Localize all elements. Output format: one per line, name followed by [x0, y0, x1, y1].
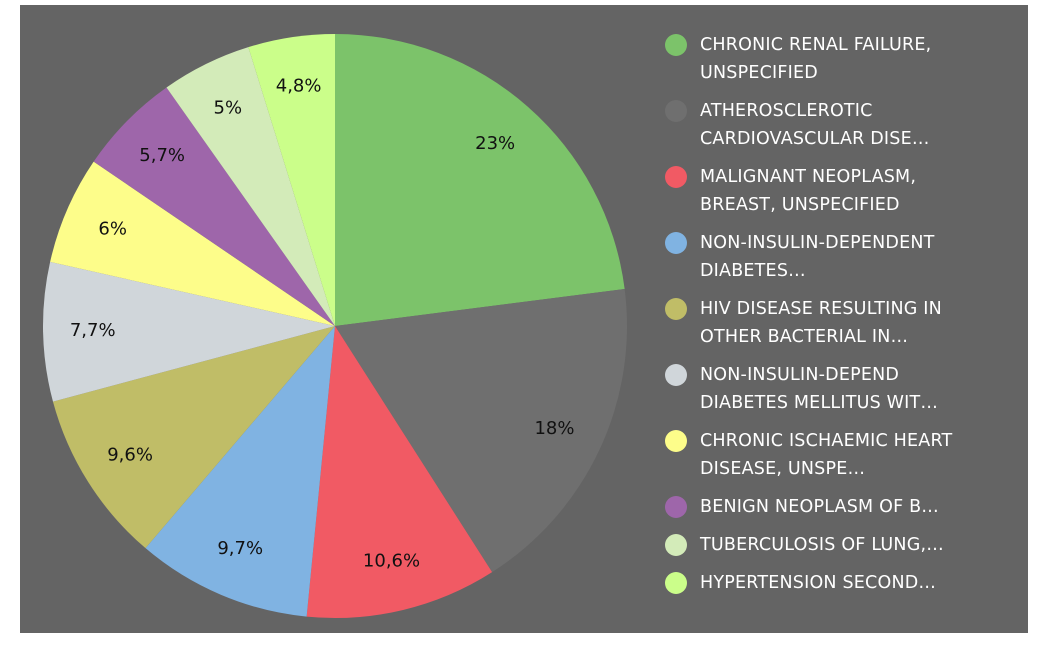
legend-swatch [665, 232, 687, 254]
data-label: 7,7% [70, 320, 116, 341]
data-label: 23% [475, 133, 515, 154]
pie-slice [52, 326, 336, 549]
legend-item: CHRONIC ISCHAEMIC HEART DISEASE, UNSPE… [665, 427, 995, 483]
pie-slice [166, 47, 335, 326]
pie-slice [43, 261, 336, 402]
pie-slice [50, 161, 335, 326]
legend-swatch [665, 364, 687, 386]
legend-swatch [665, 534, 687, 556]
data-label: 9,6% [107, 444, 153, 465]
legend: CHRONIC RENAL FAILURE, UNSPECIFIED ATHERO… [665, 31, 995, 597]
legend-swatch [665, 100, 687, 122]
pie-slice [306, 326, 493, 618]
legend-swatch [665, 298, 687, 320]
data-label: 10,6% [363, 551, 420, 572]
legend-item: MALIGNANT NEOPLASM, BREAST, UNSPECIFIED [665, 163, 995, 219]
legend-item: CHRONIC RENAL FAILURE, UNSPECIFIED [665, 31, 995, 87]
legend-label: HYPERTENSION SECOND… [700, 573, 937, 593]
legend-item: ATHEROSCLEROTIC CARDIOVASCULAR DISE… [665, 97, 995, 153]
legend-label: NON-INSULIN-DEPEND DIABETES MELLITUS WIT… [700, 365, 939, 413]
legend-item: BENIGN NEOPLASM OF B… [665, 493, 995, 521]
legend-label: HIV DISEASE RESULTING IN OTHER BACTERIAL… [700, 299, 942, 347]
legend-item: TUBERCULOSIS OF LUNG,… [665, 531, 995, 559]
pie-slice [335, 34, 625, 326]
legend-label: NON-INSULIN-DEPENDENT DIABETES… [700, 233, 935, 281]
legend-swatch [665, 430, 687, 452]
legend-swatch [665, 496, 687, 518]
pie-slice [93, 87, 335, 326]
data-label: 18% [534, 418, 574, 439]
data-label: 5,7% [139, 145, 185, 166]
data-label: 9,7% [217, 538, 263, 559]
pie-slice [145, 326, 335, 617]
legend-label: BENIGN NEOPLASM OF B… [700, 497, 940, 517]
pie-slice [248, 34, 335, 326]
legend-label: MALIGNANT NEOPLASM, BREAST, UNSPECIFIED [700, 167, 917, 215]
data-label: 4,8% [276, 75, 322, 96]
legend-item: NON-INSULIN-DEPEND DIABETES MELLITUS WIT… [665, 361, 995, 417]
legend-label: TUBERCULOSIS OF LUNG,… [700, 535, 944, 555]
legend-swatch [665, 34, 687, 56]
legend-item: NON-INSULIN-DEPENDENT DIABETES… [665, 229, 995, 285]
pie-slice [335, 288, 627, 573]
legend-label: ATHEROSCLEROTIC CARDIOVASCULAR DISE… [700, 101, 930, 149]
legend-swatch [665, 166, 687, 188]
legend-label: CHRONIC ISCHAEMIC HEART DISEASE, UNSPE… [700, 431, 953, 479]
legend-swatch [665, 572, 687, 594]
legend-item: HYPERTENSION SECOND… [665, 569, 995, 597]
data-label: 6% [98, 218, 127, 239]
legend-label: CHRONIC RENAL FAILURE, UNSPECIFIED [700, 35, 932, 83]
data-label: 5% [214, 98, 243, 119]
legend-item: HIV DISEASE RESULTING IN OTHER BACTERIAL… [665, 295, 995, 351]
